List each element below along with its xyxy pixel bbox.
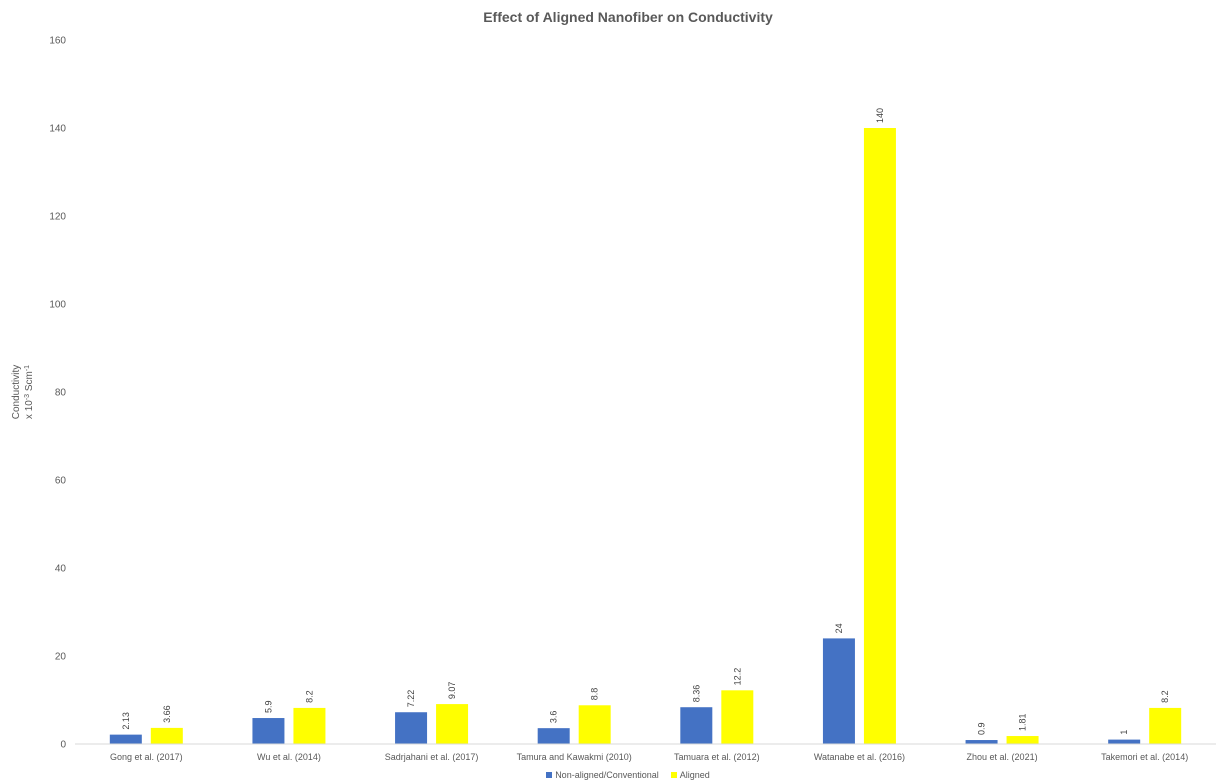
data-label: 7.22 <box>406 690 416 708</box>
legend-item: Non-aligned/Conventional <box>546 770 659 780</box>
data-label: 12.2 <box>732 668 742 686</box>
legend: Non-aligned/Conventional Aligned <box>0 770 1216 780</box>
bar-non-aligned <box>395 712 428 744</box>
y-tick-label: 120 <box>49 212 66 223</box>
data-label: 3.66 <box>162 705 172 723</box>
legend-item: Aligned <box>670 770 710 780</box>
y-tick-label: 80 <box>55 388 67 399</box>
y-tick-label: 20 <box>55 652 67 663</box>
bar-non-aligned <box>822 638 855 744</box>
x-tick-label: Takemori et al. (2014) <box>1101 752 1188 762</box>
bars <box>109 128 1182 744</box>
legend-label: Aligned <box>679 770 710 780</box>
x-tick-label: Gong et al. (2017) <box>110 752 183 762</box>
data-label: 2.13 <box>121 712 131 730</box>
bar-aligned <box>721 690 754 744</box>
bar-aligned <box>863 128 896 744</box>
bar-non-aligned <box>109 734 142 744</box>
y-axis-label: Conductivity x 10-3 Scm-1 <box>11 365 35 419</box>
y-tick-label: 100 <box>49 300 66 311</box>
bar-aligned <box>1149 707 1182 744</box>
data-label: 9.07 <box>447 682 457 700</box>
bar-aligned <box>1006 736 1039 744</box>
bar-aligned <box>150 727 183 744</box>
y-axis-label-line1: Conductivity <box>11 365 22 419</box>
y-tick-label: 0 <box>60 740 66 751</box>
data-label: 8.8 <box>590 688 600 701</box>
legend-swatch <box>670 772 677 778</box>
x-tick-label: Zhou et al. (2021) <box>967 752 1038 762</box>
data-label: 0.9 <box>977 723 987 736</box>
x-tick-label: Tamuara et al. (2012) <box>674 752 760 762</box>
bar-non-aligned <box>965 740 998 744</box>
y-tick-label: 40 <box>55 564 67 575</box>
y-tick-label: 140 <box>49 124 66 135</box>
data-label: 8.2 <box>304 690 314 703</box>
legend-label: Non-aligned/Conventional <box>555 770 659 780</box>
data-label: 1.81 <box>1018 714 1028 732</box>
data-label: 5.9 <box>263 701 273 714</box>
data-label: 140 <box>875 108 885 123</box>
data-label: 3.6 <box>549 711 559 724</box>
data-label: 1 <box>1119 730 1129 735</box>
y-axis-label-line2: x 10-3 Scm-1 <box>24 365 36 419</box>
y-axis-ticks: 0 20 40 60 80 100 120 140 160 <box>49 36 66 751</box>
y-tick-label: 160 <box>49 36 66 47</box>
chart-title: Effect of Aligned Nanofiber on Conductiv… <box>483 9 773 25</box>
bar-aligned <box>293 707 326 744</box>
bar-non-aligned <box>252 718 285 744</box>
x-tick-label: Sadrjahani et al. (2017) <box>385 752 479 762</box>
data-label: 24 <box>834 623 844 633</box>
legend-swatch <box>546 772 553 778</box>
y-tick-label: 60 <box>55 476 67 487</box>
x-axis-ticks: Gong et al. (2017) Wu et al. (2014) Sadrja… <box>110 752 1188 762</box>
x-tick-label: Tamura and Kawakmi (2010) <box>517 752 632 762</box>
bar-non-aligned <box>1108 739 1141 744</box>
bar-non-aligned <box>680 707 713 744</box>
bar-aligned <box>578 705 611 744</box>
bar-aligned <box>436 704 469 744</box>
data-label: 8.36 <box>691 685 701 703</box>
x-tick-label: Watanabe et al. (2016) <box>814 752 905 762</box>
bar-non-aligned <box>537 728 570 744</box>
x-tick-label: Wu et al. (2014) <box>257 752 321 762</box>
data-labels: 2.13 3.66 5.9 8.2 7.22 9.07 3.6 8.8 8.36 12.2 24 14… <box>121 108 1170 735</box>
data-label: 8.2 <box>1160 690 1170 703</box>
